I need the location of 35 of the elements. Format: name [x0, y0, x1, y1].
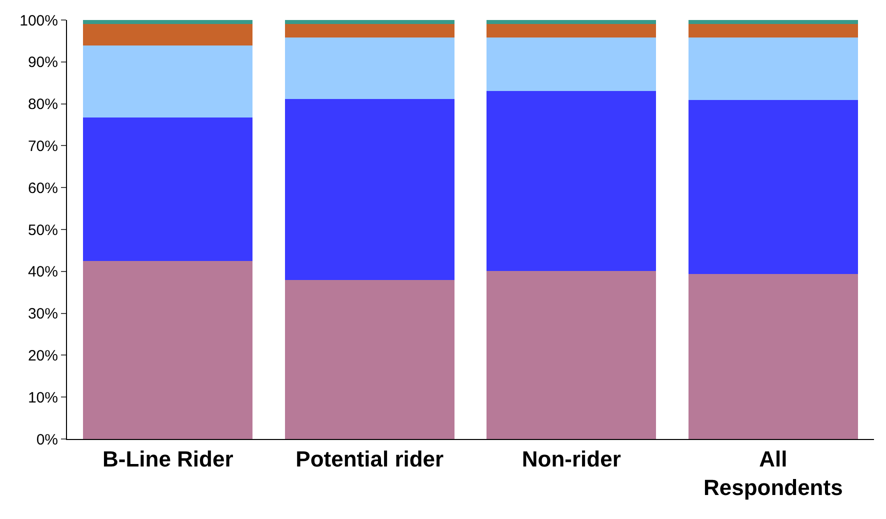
- y-tick-label: 90%: [28, 54, 58, 72]
- bar: [688, 24, 858, 38]
- bar: [486, 20, 656, 24]
- x-tick-label: B-Line Rider: [102, 446, 234, 472]
- bar: [83, 20, 253, 24]
- bar: [688, 100, 858, 274]
- bar: [83, 118, 253, 261]
- x-tick-label: All Respondents: [703, 446, 843, 500]
- bar: [486, 24, 656, 38]
- y-tick-label: 50%: [28, 222, 58, 239]
- y-tick-label: 40%: [28, 264, 58, 281]
- x-tick-label: Non-rider: [522, 446, 622, 472]
- y-tick-label: 30%: [28, 306, 58, 323]
- bar: [486, 270, 656, 439]
- bar: [486, 38, 656, 92]
- y-tick-label: 100%: [20, 12, 58, 30]
- y-tick-label: 10%: [28, 389, 58, 406]
- y-tick-label: 20%: [28, 347, 58, 364]
- y-tick-label: 70%: [28, 138, 58, 155]
- bar: [83, 46, 253, 118]
- bar: [284, 99, 454, 280]
- y-tick-label: 80%: [28, 96, 58, 114]
- y-tick-label: 60%: [28, 180, 58, 197]
- y-tick-label: 0%: [36, 431, 58, 448]
- bar: [486, 91, 656, 271]
- bar: [284, 24, 454, 38]
- bar: [688, 20, 858, 24]
- bar: [83, 260, 253, 439]
- bar: [688, 274, 858, 439]
- bar: [284, 280, 454, 439]
- bar: [688, 38, 858, 100]
- bar: [83, 24, 253, 46]
- x-tick-label: Potential rider: [296, 446, 444, 472]
- bar: [284, 38, 454, 100]
- bar: [284, 20, 454, 24]
